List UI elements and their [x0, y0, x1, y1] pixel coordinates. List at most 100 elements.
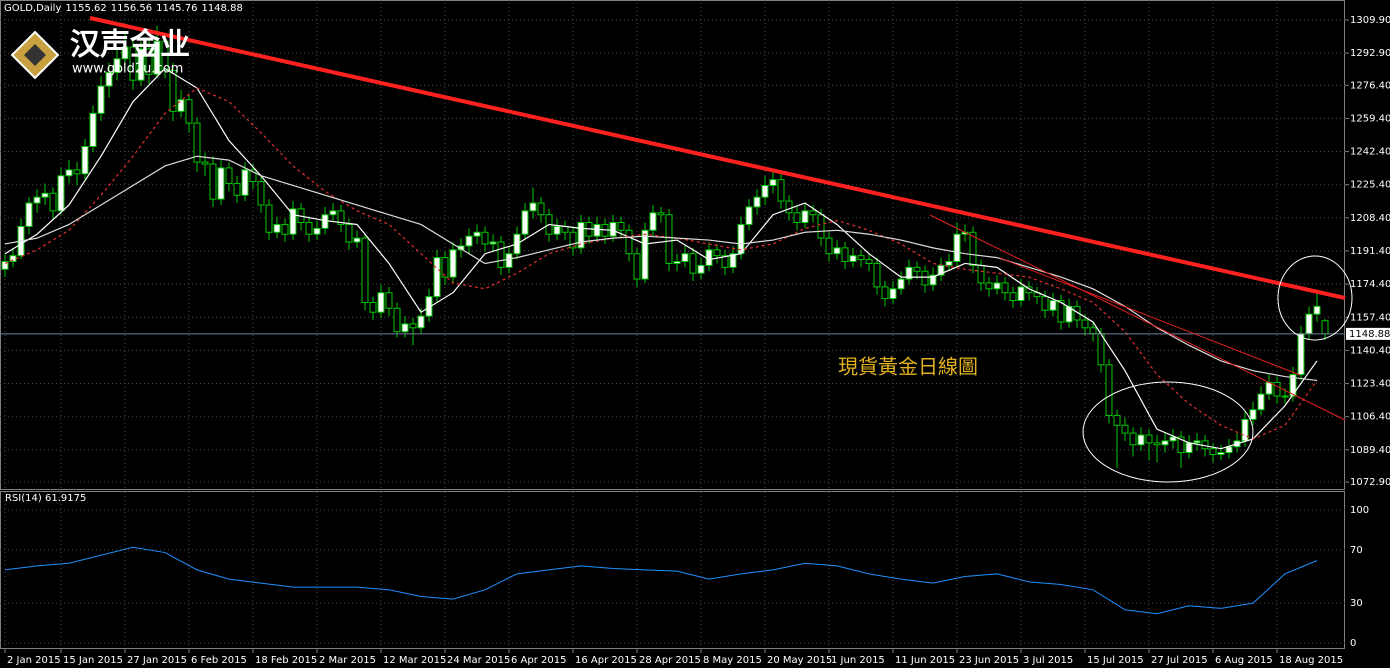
candle-body	[873, 262, 881, 288]
rsi-frame	[0, 491, 1345, 649]
rsi-tick-label: 30	[1350, 598, 1363, 609]
candle-body	[753, 196, 761, 208]
candle-body	[921, 270, 929, 286]
x-tick-label: 16 Apr 2015	[575, 655, 637, 666]
candle-body	[1081, 319, 1089, 329]
low: 1145.76	[156, 3, 198, 14]
candle-body	[841, 247, 849, 263]
symbol: GOLD,Daily	[4, 3, 62, 14]
candle-body	[257, 181, 265, 206]
candle-body	[33, 196, 41, 204]
rsi-tick-label: 0	[1350, 638, 1356, 649]
candle-body	[153, 40, 161, 75]
candle-body	[1121, 424, 1129, 434]
candle-body	[1129, 432, 1137, 446]
candle-body	[801, 210, 809, 224]
candle-body	[1, 261, 9, 270]
candle-body	[345, 223, 353, 243]
candle-body	[81, 145, 89, 175]
candle-body	[833, 247, 841, 255]
candle-body	[377, 292, 385, 313]
candle-body	[673, 261, 681, 264]
candle-body	[497, 241, 505, 268]
x-tick-label: 6 Feb 2015	[191, 655, 247, 666]
price-label-box	[1346, 327, 1390, 340]
logo-icon	[24, 44, 46, 66]
candle-body	[417, 315, 425, 329]
drawings	[89, 16, 1353, 483]
y-tick-label: 1225.40	[1350, 180, 1390, 191]
y-tick-label: 1276.40	[1350, 80, 1390, 91]
candle-body	[433, 257, 441, 298]
y-tick-label: 1242.40	[1350, 147, 1390, 158]
candle-body	[329, 210, 337, 216]
candle-body	[289, 208, 297, 235]
y-tick-label: 1089.40	[1350, 445, 1390, 456]
rsi-tick-label: 100	[1350, 505, 1369, 516]
candle-body	[569, 231, 577, 249]
candle-body	[745, 206, 753, 225]
candle-body	[1185, 442, 1193, 454]
x-tick-label: 24 Mar 2015	[447, 655, 510, 666]
candle-body	[1273, 381, 1281, 397]
moving-average	[4, 155, 1318, 382]
x-tick-label: 2 Jan 2015	[7, 655, 61, 666]
candle-body	[281, 223, 289, 235]
candle-body	[1289, 374, 1297, 397]
candle-body	[969, 231, 977, 266]
candle-body	[1041, 296, 1049, 311]
candle-body	[1209, 448, 1217, 456]
candle-body	[49, 192, 57, 212]
candle-body	[1313, 305, 1321, 315]
candle-body	[993, 282, 1001, 290]
candle-body	[65, 169, 73, 177]
candle-body	[1105, 364, 1113, 417]
y-tick-label: 1157.40	[1350, 312, 1390, 323]
candle-body	[769, 179, 777, 186]
y-tick-label: 1259.40	[1350, 113, 1390, 124]
candle-body	[217, 167, 225, 200]
candle-body	[305, 222, 313, 235]
moving-average	[4, 87, 1318, 440]
candle-body	[89, 112, 97, 147]
candle-body	[1049, 300, 1057, 311]
candle-body	[97, 85, 105, 114]
candle-body	[905, 266, 913, 280]
candle-body	[457, 245, 465, 251]
candle-body	[169, 69, 177, 112]
channel-line	[999, 257, 1301, 376]
frames	[0, 0, 1345, 649]
candle-body	[1161, 440, 1169, 446]
candle-body	[201, 161, 209, 165]
rsi-tick-label: 70	[1350, 545, 1363, 556]
candle-body	[465, 235, 473, 247]
candle-body	[121, 46, 129, 60]
candle-body	[817, 214, 825, 239]
x-tick-label: 6 Aug 2015	[1215, 655, 1273, 666]
candle-body	[177, 99, 185, 112]
candle-body	[777, 179, 785, 202]
rsi-name: RSI(14)	[5, 493, 42, 504]
candle-body	[633, 253, 641, 280]
candle-body	[1217, 452, 1225, 456]
candle-body	[321, 214, 329, 229]
candle-body	[209, 163, 217, 200]
y-tick-label: 1106.40	[1350, 412, 1390, 423]
x-tick-label: 18 Aug 2015	[1279, 655, 1343, 666]
candle-body	[1249, 409, 1257, 420]
candle-body	[129, 46, 137, 81]
candle-body	[1065, 305, 1073, 323]
candle-body	[361, 237, 369, 303]
candle-body	[897, 278, 905, 290]
y-tick-label: 1123.40	[1350, 379, 1390, 390]
candle-body	[25, 202, 33, 227]
x-tick-label: 1 Jun 2015	[831, 655, 885, 666]
candle-body	[521, 210, 529, 235]
candle-body	[225, 167, 233, 185]
x-tick-label: 27 Jan 2015	[127, 655, 187, 666]
channel-line	[929, 214, 1346, 421]
header: GOLD,Daily 1155.62 1156.56 1145.76 1148.88	[4, 3, 247, 14]
candle-body	[881, 286, 889, 300]
candle-body	[401, 323, 409, 333]
